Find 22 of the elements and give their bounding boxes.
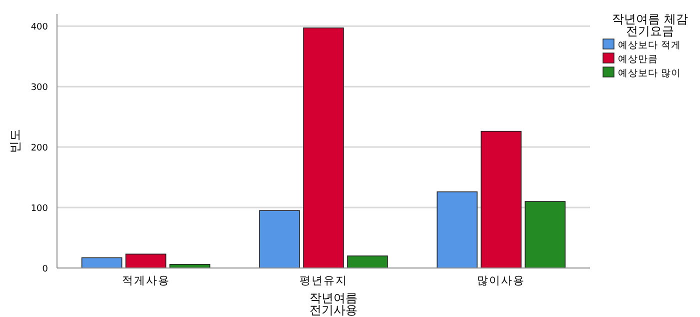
bar [303,28,344,268]
y-tick-label: 0 [42,264,48,274]
legend-label: 예상보다 많이 [618,68,682,79]
legend-title: 작년여름 체감 전기요금 [612,12,688,38]
x-tick-label: 평년유지 [300,274,348,287]
y-axis-title: 빈도 [8,129,22,153]
y-tick-label: 300 [30,83,48,94]
bar [81,257,122,268]
legend-label: 예상만큼 [618,54,658,65]
bar [524,201,566,268]
bar [347,256,388,268]
x-tick-label: 적게사용 [122,274,170,287]
x-axis-title: 작년여름 전기사용 [310,291,358,317]
y-tick-label: 400 [30,22,48,33]
x-tick-label: 많이사용 [477,274,526,287]
bar [480,130,522,268]
bar [125,254,166,268]
bar [436,191,478,268]
legend-label: 예상보다 적게 [618,40,682,51]
y-tick-label: 100 [30,204,48,214]
bar [259,210,300,268]
y-tick-label: 200 [30,144,48,154]
